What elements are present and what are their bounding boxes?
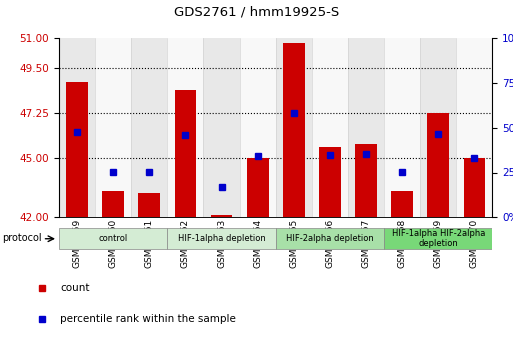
Bar <box>247 158 268 217</box>
Bar <box>167 228 275 249</box>
Bar <box>211 215 232 217</box>
Bar <box>139 194 160 217</box>
Text: HIF-2alpha depletion: HIF-2alpha depletion <box>286 234 374 243</box>
Bar <box>204 38 240 217</box>
Bar <box>384 38 420 217</box>
Text: HIF-1alpha HIF-2alpha
depletion: HIF-1alpha HIF-2alpha depletion <box>391 229 485 248</box>
Bar <box>59 228 167 249</box>
Text: protocol: protocol <box>3 233 42 243</box>
Text: HIF-1alpha depletion: HIF-1alpha depletion <box>177 234 265 243</box>
Bar <box>283 43 305 217</box>
Bar <box>355 144 377 217</box>
Bar <box>319 147 341 217</box>
Text: GDS2761 / hmm19925-S: GDS2761 / hmm19925-S <box>174 5 339 18</box>
Bar <box>174 90 196 217</box>
Bar <box>275 228 384 249</box>
Text: percentile rank within the sample: percentile rank within the sample <box>61 314 236 324</box>
Bar <box>391 191 413 217</box>
Bar <box>420 38 457 217</box>
Bar <box>102 191 124 217</box>
Bar <box>457 38 492 217</box>
Bar <box>464 158 485 217</box>
Bar <box>131 38 167 217</box>
Text: count: count <box>61 284 90 293</box>
Bar <box>384 228 492 249</box>
Bar <box>167 38 204 217</box>
Bar <box>348 38 384 217</box>
Bar <box>95 38 131 217</box>
Text: control: control <box>98 234 128 243</box>
Bar <box>66 82 88 217</box>
Bar <box>312 38 348 217</box>
Bar <box>275 38 312 217</box>
Bar <box>427 113 449 217</box>
Bar <box>59 38 95 217</box>
Bar <box>240 38 275 217</box>
